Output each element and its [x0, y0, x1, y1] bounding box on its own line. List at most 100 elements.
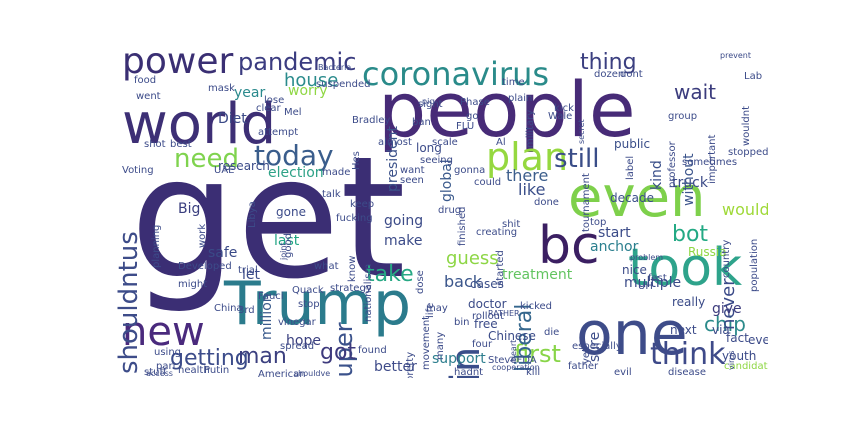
cloud-word-truck: truck [672, 175, 708, 191]
cloud-word-dose: dose [415, 270, 426, 294]
cloud-word-could: could [474, 177, 502, 188]
cloud-word-trump: Trump [224, 269, 412, 339]
cloud-word-dont: dont [620, 69, 643, 80]
cloud-word-mask: mask [208, 83, 235, 94]
cloud-word-made: made [322, 167, 351, 178]
cloud-word-sight: sight [418, 99, 443, 110]
cloud-word-want: want [400, 165, 425, 176]
cloud-word-almost: almost [378, 137, 412, 148]
cloud-word-guess: guess [446, 248, 499, 269]
cloud-word-rollout: rollout [472, 311, 504, 322]
cloud-word-multiple: multiple [624, 275, 682, 291]
cloud-word-wale: Wale [548, 111, 573, 122]
cloud-word-new: new [122, 309, 205, 355]
cloud-word-suspended: suspended [316, 79, 371, 90]
cloud-word-ban: ban [412, 117, 431, 128]
cloud-word-kind: kind [649, 160, 665, 190]
cloud-word-long: long [416, 141, 442, 155]
cloud-word-part: part [156, 361, 177, 372]
cloud-word-even: even [568, 165, 706, 230]
cloud-word-think: think [650, 337, 726, 372]
cloud-word-nationalism: nationalism [363, 263, 374, 322]
cloud-word-food: food [134, 75, 157, 86]
cloud-word-wouldnt: wouldnt [741, 105, 752, 146]
cloud-word-one: one [576, 299, 688, 369]
cloud-word-take: take [366, 262, 414, 287]
cloud-word-fauci: Fauci [258, 291, 284, 302]
cloud-word-disease: disease [668, 367, 706, 378]
cloud-word-president: president [385, 126, 401, 192]
cloud-word-heart: Heart [509, 339, 518, 362]
cloud-word-pandemic: pandemic [238, 48, 357, 76]
cloud-word-creating: creating [476, 227, 518, 238]
cloud-word-top: top [590, 217, 607, 228]
cloud-word-spread: spread [280, 341, 315, 352]
cloud-word-power: power [122, 42, 234, 82]
cloud-word-public: public [614, 137, 651, 151]
cloud-word-time: time [502, 77, 525, 88]
cloud-word-putin: Putin [204, 365, 230, 376]
cloud-word-go: go [466, 111, 479, 122]
cloud-word-stevefda: SteveFDA [488, 355, 537, 366]
cloud-word-chip: chip [704, 312, 746, 336]
cloud-word-stuff: stuff [144, 367, 167, 378]
cloud-word-joint: joint [279, 242, 288, 260]
cloud-word-attempt: attempt [258, 127, 299, 138]
cloud-word-prevent: prevent [720, 51, 751, 60]
cloud-word-bot: bot [672, 222, 709, 247]
cloud-word-treatment: treatment [502, 267, 573, 283]
cloud-word-decade: decade [610, 191, 654, 205]
cloud-word-candidate: candidate [724, 361, 768, 372]
cloud-word-military: military [525, 109, 536, 148]
cloud-word-may: may [426, 303, 448, 314]
cloud-word-quack: Quack [292, 285, 324, 296]
cloud-word-virus: virus [727, 350, 736, 370]
cloud-word-next: next [670, 323, 697, 337]
cloud-word-finished: finished [457, 206, 468, 246]
cloud-word-uh: UH [638, 281, 653, 292]
word-cloud: getpeopleworldTrumponeeventookstepbcnewp… [108, 42, 768, 378]
cloud-word-hope: hope [286, 333, 321, 349]
cloud-word-flu: FLU [456, 121, 475, 132]
cloud-word-talk: talk [322, 189, 341, 200]
cloud-word-best: best [170, 139, 192, 150]
cloud-word-plain: plain [508, 93, 533, 104]
cloud-word-label: label [625, 155, 636, 180]
cloud-word-make: make [384, 233, 423, 249]
cloud-word-al: Al [496, 137, 506, 148]
cloud-word-bin: bin [454, 317, 470, 328]
cloud-word-wait: wait [674, 80, 717, 104]
cloud-word-american: American [258, 369, 306, 379]
cloud-word-group: group [668, 111, 698, 122]
cloud-word-drug: drug [438, 205, 462, 216]
cloud-word-gone: gone [276, 205, 306, 219]
cloud-word-lab: Lab [744, 71, 763, 82]
cloud-word-going: going [384, 213, 424, 229]
cloud-word-cooperation: cooperation [492, 363, 540, 372]
cloud-word-country: country [721, 239, 732, 278]
cloud-word-scale: scale [432, 137, 458, 148]
cloud-word-really: really [672, 295, 706, 309]
cloud-word-pretty: pretty [405, 351, 416, 378]
cloud-word-seeing: seeing [420, 155, 453, 166]
cloud-word-free: free [474, 317, 498, 331]
cloud-word-cases: cases [470, 277, 504, 291]
cloud-word-gonna: gonna [454, 165, 486, 176]
cloud-word-know: know [347, 255, 358, 282]
cloud-word-bacteria: Bacteria [318, 63, 352, 72]
cloud-word-professor: professor [667, 141, 678, 188]
cloud-word-election: election [268, 165, 324, 181]
cloud-word-secret: secret [577, 119, 586, 144]
cloud-word-safe: safe [208, 245, 238, 261]
cloud-word-support: support [432, 351, 486, 367]
cloud-word-first: first [514, 340, 561, 368]
cloud-word-developed: Developed [178, 261, 232, 272]
cloud-word-back: back [444, 272, 483, 291]
cloud-word-russia: Russia [688, 245, 727, 259]
cloud-word-doctor: doctor [468, 297, 507, 311]
cloud-word-still: still [554, 144, 600, 174]
cloud-word-would: would [722, 200, 768, 219]
cloud-word-vinegar: vinegar [278, 317, 316, 328]
cloud-word-there: there [506, 166, 549, 185]
cloud-word-year: year [234, 85, 266, 101]
